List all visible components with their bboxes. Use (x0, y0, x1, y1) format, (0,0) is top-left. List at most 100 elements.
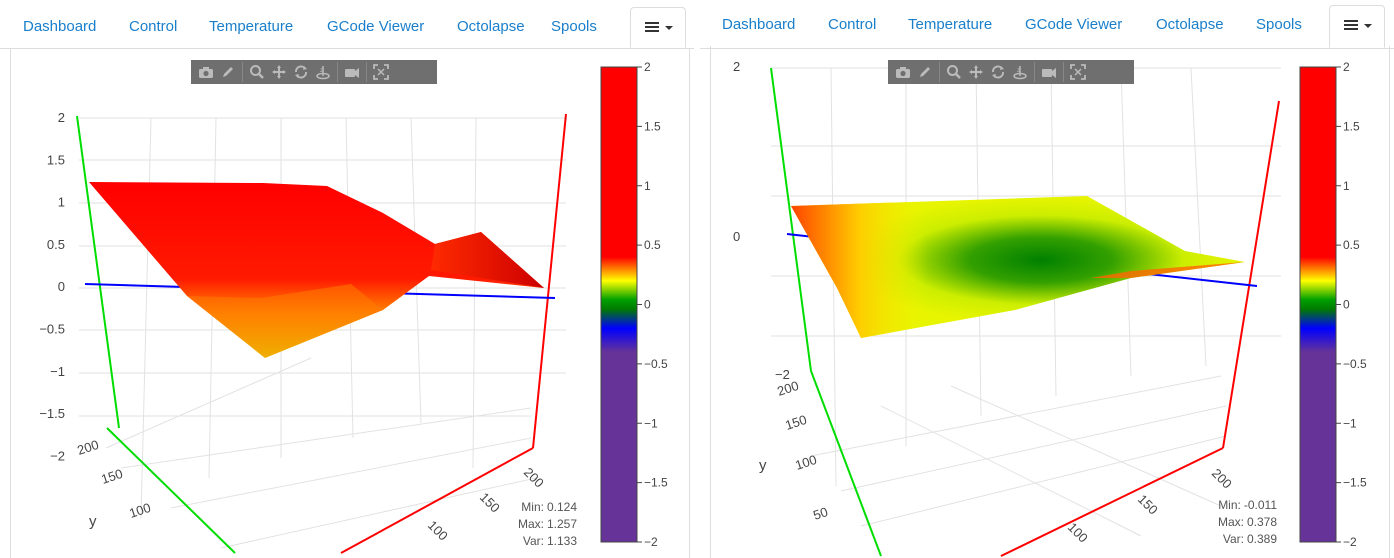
z-axis-ticks: 2 1.5 1 0.5 0 −0.5 −1 −1.5 −2 (39, 110, 65, 463)
stat-var-value: 0.389 (1246, 532, 1277, 546)
x-base-axis-line (340, 447, 534, 554)
left-panel: Dashboard Control Temperature GCode View… (0, 0, 694, 558)
zoom-icon[interactable] (943, 62, 965, 82)
reset-camera-icon[interactable] (341, 62, 363, 82)
stat-label: Var: (522, 534, 544, 548)
stat-max-value: 1.257 (546, 517, 577, 531)
x-axis-line (1222, 100, 1280, 449)
modebar-separator (1034, 62, 1035, 82)
orbit-icon[interactable] (290, 62, 312, 82)
z-tick: 0 (58, 279, 65, 294)
mesh-surface-ridge (1091, 262, 1245, 278)
tab-octolapse[interactable]: Octolapse (457, 18, 525, 35)
z-tick: 2 (58, 110, 65, 125)
plot-modebar: z (888, 60, 1134, 84)
autoscale-icon[interactable] (1067, 62, 1089, 82)
y-axis-title: y (89, 513, 97, 530)
turntable-icon[interactable]: z (1009, 62, 1031, 82)
colorbar-tick-label: 0.5 (644, 238, 661, 252)
y-tick: 200 (775, 378, 800, 399)
colorbar (600, 66, 638, 543)
surface-plot-svg[interactable]: 2 0 −2 200 150 100 50 y 200 150 100 21.5… (711, 46, 1391, 558)
tab-octolapse[interactable]: Octolapse (1156, 16, 1224, 33)
y-tick: 100 (793, 452, 818, 473)
tab-control[interactable]: Control (129, 18, 178, 35)
tab-menu-dropdown[interactable] (1329, 5, 1385, 48)
x-tick: 100 (425, 518, 451, 544)
stat-max-value: 0.378 (1246, 515, 1277, 529)
stat-label: Min: (1218, 498, 1241, 512)
z-tick: −1 (50, 364, 65, 379)
pan-icon[interactable] (268, 62, 290, 82)
colorbar-tick-label: 2 (1343, 60, 1350, 74)
modebar-separator (366, 62, 367, 82)
tab-spools[interactable]: Spools (551, 18, 597, 35)
stat-label: Var: (1222, 532, 1244, 546)
svg-text:z: z (1017, 68, 1020, 74)
mesh-surface-shade (187, 284, 383, 358)
pan-icon[interactable] (965, 62, 987, 82)
reset-camera-icon[interactable] (1038, 62, 1060, 82)
colorbar-tick-label: −1 (644, 416, 658, 430)
stat-min-value: -0.011 (1243, 498, 1277, 512)
modebar-separator (939, 62, 940, 82)
modebar-separator (1063, 62, 1064, 82)
tab-temperature[interactable]: Temperature (209, 18, 294, 35)
colorbar-tick-label: 2 (644, 60, 651, 74)
tab-gcode-viewer[interactable]: GCode Viewer (1025, 16, 1123, 33)
colorbar-tick-label: 1.5 (1343, 119, 1360, 133)
colorbar-tick-label: 1 (1343, 179, 1350, 193)
bed-mesh-plot-right[interactable]: 2 0 −2 200 150 100 50 y 200 150 100 2 1.5… (710, 46, 1390, 558)
stat-label: Max: (517, 517, 544, 531)
z-tick: −2 (50, 448, 65, 463)
menu-icon (1344, 20, 1358, 31)
tab-temperature[interactable]: Temperature (908, 16, 993, 33)
surface-plot-svg[interactable]: 21.510.50−0.5−1−1.5−2 200 150 100 y 200 … (11, 48, 691, 558)
tab-dashboard[interactable]: Dashboard (722, 16, 796, 33)
z-tick: 0 (733, 229, 740, 244)
stat-min-value: 0.124 (546, 500, 577, 514)
z-tick: 1.5 (47, 152, 65, 167)
pencil-icon[interactable] (217, 62, 239, 82)
y-base-axis-line (106, 427, 236, 554)
x-tick: 150 (1135, 492, 1161, 518)
menu-icon (645, 22, 659, 33)
svg-text:z: z (320, 68, 323, 74)
bed-mesh-plot-left[interactable]: 2 1.5 1 0.5 0 −0.5 −1 −1.5 −2 200 150 100 y 200 … (10, 48, 690, 558)
tab-menu-dropdown[interactable] (630, 7, 686, 48)
stat-label: Max: (1217, 515, 1244, 529)
x-axis-line (532, 113, 567, 449)
tab-spools[interactable]: Spools (1256, 16, 1302, 33)
grid-lines (771, 67, 1281, 537)
camera-icon[interactable] (195, 62, 217, 82)
colorbar-ticks: 2 1.5 1 0.5 0 −0.5 −1 −1.5 −2 (637, 60, 668, 549)
tab-dashboard[interactable]: Dashboard (23, 18, 97, 35)
colorbar-tick-label: −0.5 (1343, 357, 1367, 371)
colorbar-tick-label: 1.5 (644, 119, 661, 133)
tab-control[interactable]: Control (828, 16, 877, 33)
colorbar-ticks: 2 1.5 1 0.5 0 −0.5 −1 −1.5 −2 (1336, 60, 1367, 549)
y-tick: 50 (811, 504, 829, 523)
caret-down-icon (1364, 24, 1372, 28)
autoscale-icon[interactable] (370, 62, 392, 82)
caret-down-icon (665, 26, 673, 30)
colorbar-tick-label: −1 (1343, 416, 1357, 430)
orbit-icon[interactable] (987, 62, 1009, 82)
colorbar-tick-label: −0.5 (644, 357, 668, 371)
y-tick: 150 (99, 466, 124, 487)
colorbar-tick-label: −1.5 (644, 476, 668, 490)
y-axis-line (770, 67, 812, 372)
pencil-icon[interactable] (914, 62, 936, 82)
z-tick: 2 (733, 59, 740, 74)
y-tick: 200 (75, 437, 100, 458)
colorbar-tick-label: 0 (644, 298, 651, 312)
mesh-surface (89, 182, 544, 358)
colorbar-tick-label: 0 (1343, 298, 1350, 312)
colorbar (1299, 66, 1337, 543)
z-tick: −2 (775, 367, 790, 382)
turntable-icon[interactable]: z (312, 62, 334, 82)
tab-gcode-viewer[interactable]: GCode Viewer (327, 18, 425, 35)
camera-icon[interactable] (892, 62, 914, 82)
plot-modebar: z (191, 60, 437, 84)
zoom-icon[interactable] (246, 62, 268, 82)
